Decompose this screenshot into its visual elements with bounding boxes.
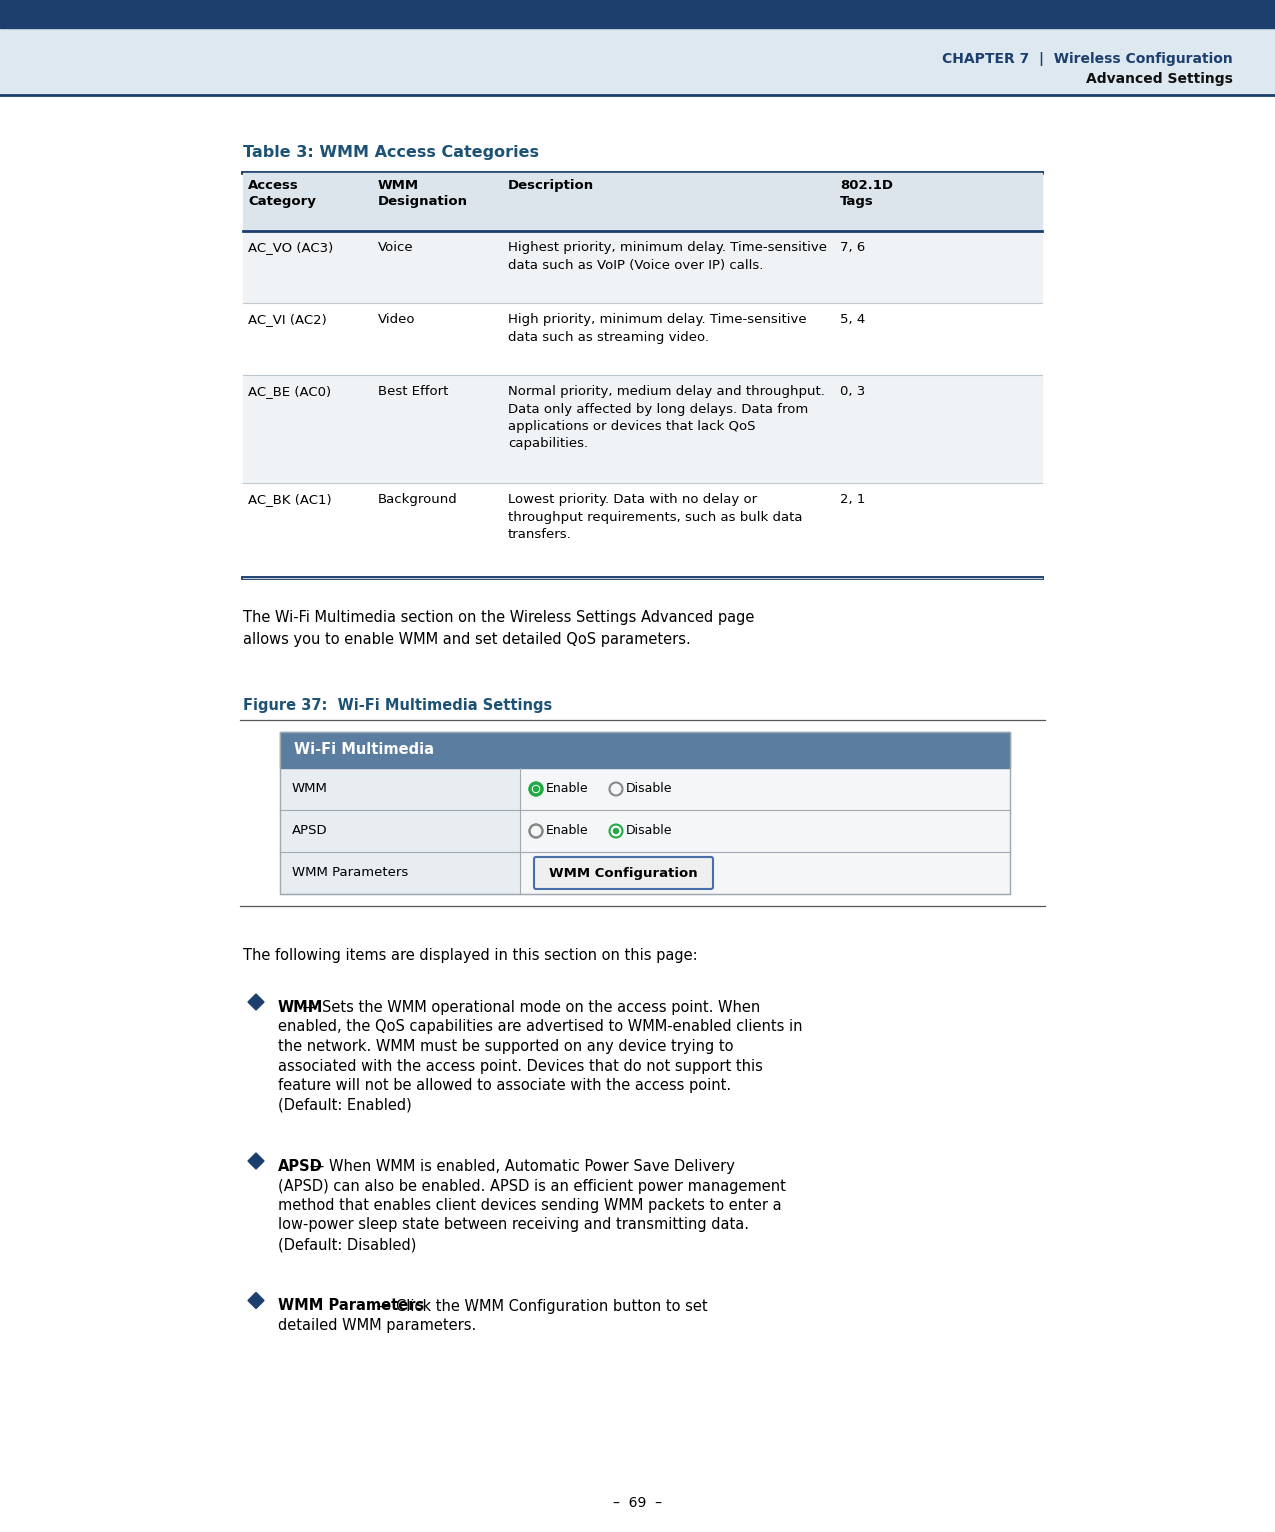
Text: Enable: Enable (546, 824, 589, 838)
Text: Voice: Voice (377, 241, 413, 254)
Text: The Wi-Fi Multimedia section on the Wireless Settings Advanced page
allows you t: The Wi-Fi Multimedia section on the Wire… (244, 610, 755, 647)
Text: method that enables client devices sending WMM packets to enter a: method that enables client devices sendi… (278, 1198, 782, 1213)
Polygon shape (249, 994, 264, 1010)
Text: WMM Configuration: WMM Configuration (550, 867, 697, 879)
Text: WMM
Designation: WMM Designation (377, 179, 468, 208)
Text: AC_BK (AC1): AC_BK (AC1) (249, 493, 332, 506)
Circle shape (529, 783, 542, 795)
Text: associated with the access point. Devices that do not support this: associated with the access point. Device… (278, 1059, 762, 1074)
Text: Disable: Disable (626, 824, 672, 838)
Bar (520, 768, 1010, 810)
FancyBboxPatch shape (534, 856, 713, 889)
Text: APSD: APSD (278, 1160, 323, 1174)
Bar (244, 375, 1042, 483)
Text: AC_VO (AC3): AC_VO (AC3) (249, 241, 333, 254)
Text: CHAPTER 7  |  Wireless Configuration: CHAPTER 7 | Wireless Configuration (942, 52, 1233, 66)
Polygon shape (249, 1293, 264, 1308)
Text: — When WMM is enabled, Automatic Power Save Delivery: — When WMM is enabled, Automatic Power S… (305, 1160, 734, 1174)
Text: feature will not be allowed to associate with the access point.: feature will not be allowed to associate… (278, 1079, 731, 1092)
Text: the network. WMM must be supported on any device trying to: the network. WMM must be supported on an… (278, 1039, 733, 1054)
Text: Best Effort: Best Effort (377, 385, 449, 398)
Bar (280, 768, 520, 810)
Text: — Click the WMM Configuration button to set: — Click the WMM Configuration button to … (372, 1299, 708, 1313)
Bar (280, 732, 1010, 768)
Text: WMM: WMM (292, 783, 328, 795)
Text: The following items are displayed in this section on this page:: The following items are displayed in thi… (244, 948, 697, 964)
Text: (APSD) can also be enabled. APSD is an efficient power management: (APSD) can also be enabled. APSD is an e… (278, 1178, 785, 1193)
Circle shape (613, 829, 618, 833)
Text: Video: Video (377, 313, 416, 326)
Text: AC_BE (AC0): AC_BE (AC0) (249, 385, 332, 398)
Bar (280, 852, 520, 895)
Text: enabled, the QoS capabilities are advertised to WMM-enabled clients in: enabled, the QoS capabilities are advert… (278, 1019, 802, 1034)
Text: — Sets the WMM operational mode on the access point. When: — Sets the WMM operational mode on the a… (298, 1000, 760, 1016)
Text: Enable: Enable (546, 783, 589, 795)
Text: Access
Category: Access Category (249, 179, 316, 208)
Circle shape (612, 827, 620, 835)
Text: 5, 4: 5, 4 (840, 313, 866, 326)
Polygon shape (249, 1154, 264, 1169)
Bar (0, 28, 1275, 95)
Text: Highest priority, minimum delay. Time-sensitive
data such as VoIP (Voice over IP: Highest priority, minimum delay. Time-se… (507, 241, 827, 271)
Text: WMM Parameters: WMM Parameters (292, 867, 408, 879)
Text: Disable: Disable (626, 783, 672, 795)
Text: AC_VI (AC2): AC_VI (AC2) (249, 313, 326, 326)
Text: Figure 37:  Wi-Fi Multimedia Settings: Figure 37: Wi-Fi Multimedia Settings (244, 699, 552, 712)
Bar (0, 0, 1275, 28)
Text: Advanced Settings: Advanced Settings (1086, 72, 1233, 86)
Text: Background: Background (377, 493, 458, 506)
Text: Normal priority, medium delay and throughput.
Data only affected by long delays.: Normal priority, medium delay and throug… (507, 385, 825, 450)
Bar (520, 852, 1010, 895)
Text: (Default: Enabled): (Default: Enabled) (278, 1097, 412, 1112)
Bar (520, 810, 1010, 852)
Text: –  69  –: – 69 – (613, 1497, 662, 1511)
Text: (Default: Disabled): (Default: Disabled) (278, 1236, 417, 1252)
Circle shape (533, 786, 538, 792)
Text: WMM: WMM (278, 1000, 324, 1016)
Text: High priority, minimum delay. Time-sensitive
data such as streaming video.: High priority, minimum delay. Time-sensi… (507, 313, 807, 343)
Text: low-power sleep state between receiving and transmitting data.: low-power sleep state between receiving … (278, 1218, 748, 1233)
Bar (244, 303, 1042, 375)
Text: Lowest priority. Data with no delay or
throughput requirements, such as bulk dat: Lowest priority. Data with no delay or t… (507, 493, 802, 541)
Text: WMM Parameters: WMM Parameters (278, 1299, 425, 1313)
Text: 7, 6: 7, 6 (840, 241, 866, 254)
Text: 0, 3: 0, 3 (840, 385, 866, 398)
Bar (244, 483, 1042, 578)
Text: detailed WMM parameters.: detailed WMM parameters. (278, 1318, 477, 1333)
Text: 802.1D
Tags: 802.1D Tags (840, 179, 892, 208)
Text: 2, 1: 2, 1 (840, 493, 866, 506)
Bar (280, 732, 1010, 895)
Text: Wi-Fi Multimedia: Wi-Fi Multimedia (295, 743, 434, 757)
Text: Table 3: WMM Access Categories: Table 3: WMM Access Categories (244, 146, 539, 159)
Text: Description: Description (507, 179, 594, 192)
Bar (244, 231, 1042, 303)
Bar (280, 810, 520, 852)
Circle shape (533, 786, 539, 792)
Bar (244, 173, 1042, 231)
Text: APSD: APSD (292, 824, 328, 838)
